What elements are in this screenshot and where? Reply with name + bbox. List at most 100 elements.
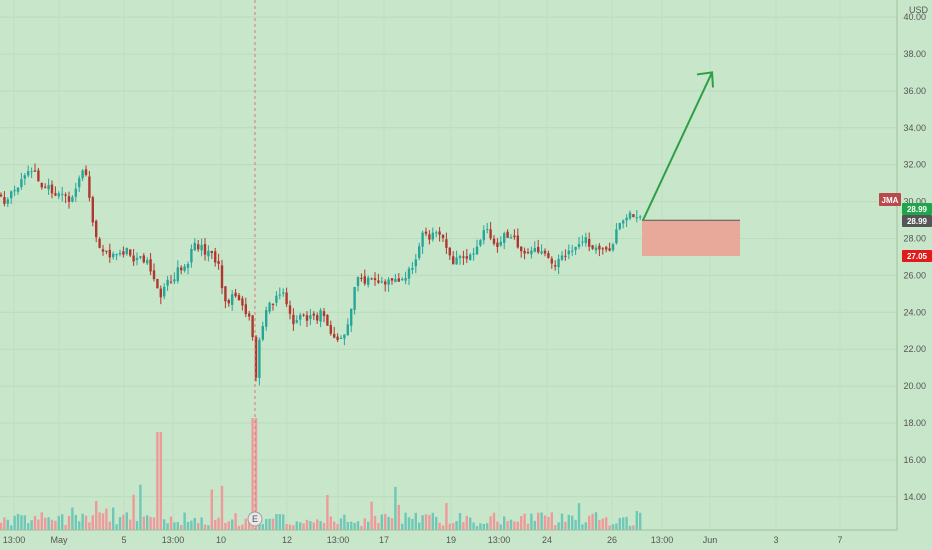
candle-body [367,277,370,285]
jma-tag: JMA [879,193,901,206]
candle-body [217,261,220,264]
candle-body [356,277,360,286]
candle-body [628,212,632,219]
volume-bar [547,516,550,530]
candle-body [632,214,635,218]
volume-bar [424,514,428,530]
candle-body [486,229,489,231]
candle-body [441,234,445,239]
candle-body [350,308,353,326]
candle-body [588,239,591,247]
time-tick-label: 19 [446,535,456,545]
volume-bar [503,516,506,530]
volume-bar [6,519,9,530]
volume-bar [50,519,54,530]
time-tick-label: 10 [216,535,226,545]
candle-body [169,281,173,283]
candle-body [635,217,638,219]
volume-bar [639,512,642,530]
candle-body [285,292,288,305]
candle-body [496,242,499,247]
volume-bar [241,524,244,530]
volume-bar [469,517,472,530]
volume-bar [452,523,455,530]
candle-body [190,248,193,263]
candle-body [244,304,247,315]
volume-bar [373,515,377,530]
volume-bar [278,514,281,530]
volume-bar [322,522,326,530]
candle-body [428,234,431,240]
jma-value-tag-label: 28.99 [907,217,928,226]
candle-body [98,238,101,248]
stop-price-tag-bg [902,250,932,262]
price-tick-label: 20.00 [903,381,926,391]
candle-body [88,176,91,198]
volume-bar [397,504,400,530]
time-tick-label: 13:00 [488,535,511,545]
candle-body [241,298,244,306]
price-tick-label: 36.00 [903,86,926,96]
candle-body [95,220,98,238]
candle-body [295,320,298,323]
volume-bar [339,518,343,530]
candle-body [418,246,421,258]
candle-body [237,295,241,301]
candlesticks [0,163,642,386]
volume-bar [268,518,271,530]
candle-body [326,314,329,326]
trade-box [642,219,740,257]
time-tick-label: 3 [773,535,778,545]
volume-bar [217,517,220,530]
volume-bar [594,512,598,530]
candle-body [156,278,159,289]
candle-body [302,314,305,316]
volume-bar [458,513,462,530]
candle-body [516,235,519,248]
volume-bar [543,515,547,530]
volume-bar [581,524,584,530]
candle-body [309,315,312,319]
volume-bar [428,515,431,530]
volume-bar [13,515,16,530]
volume-bar [101,513,105,530]
volume-bar [302,523,305,530]
candle-body [299,315,302,320]
volume-bar [622,517,625,530]
candle-body [265,310,268,327]
volume-bar [394,486,397,530]
candle-body [112,253,115,258]
volume-bar [254,418,258,530]
candle-body [81,170,84,179]
volume-bar [615,523,618,530]
candle-body [10,191,13,199]
candle-body [173,279,176,282]
volume-bar [421,515,424,530]
volume-bar [401,523,404,530]
candle-body [47,184,50,190]
volume-bar [227,521,230,530]
candle-body [560,255,564,260]
volume-bar [61,514,64,530]
candle-body [424,231,428,234]
volume-bar [380,514,383,530]
candle-body [13,190,16,192]
volume-bar [479,523,482,530]
candle-body [149,259,152,272]
candle-body [50,184,54,194]
time-tick-label: 17 [379,535,389,545]
earnings-marker[interactable]: E [247,511,263,527]
time-tick-label: Jun [703,535,718,545]
candle-body [503,233,506,243]
volume-bar [540,512,543,530]
candle-body [571,250,574,252]
volume-bar [3,517,6,530]
time-tick-label: 12 [282,535,292,545]
candle-body [142,255,145,263]
volume-bar [292,525,295,530]
volume-bar [435,516,438,530]
candle-body [526,251,530,253]
volume-bar [288,524,292,530]
candle-body [363,276,366,284]
